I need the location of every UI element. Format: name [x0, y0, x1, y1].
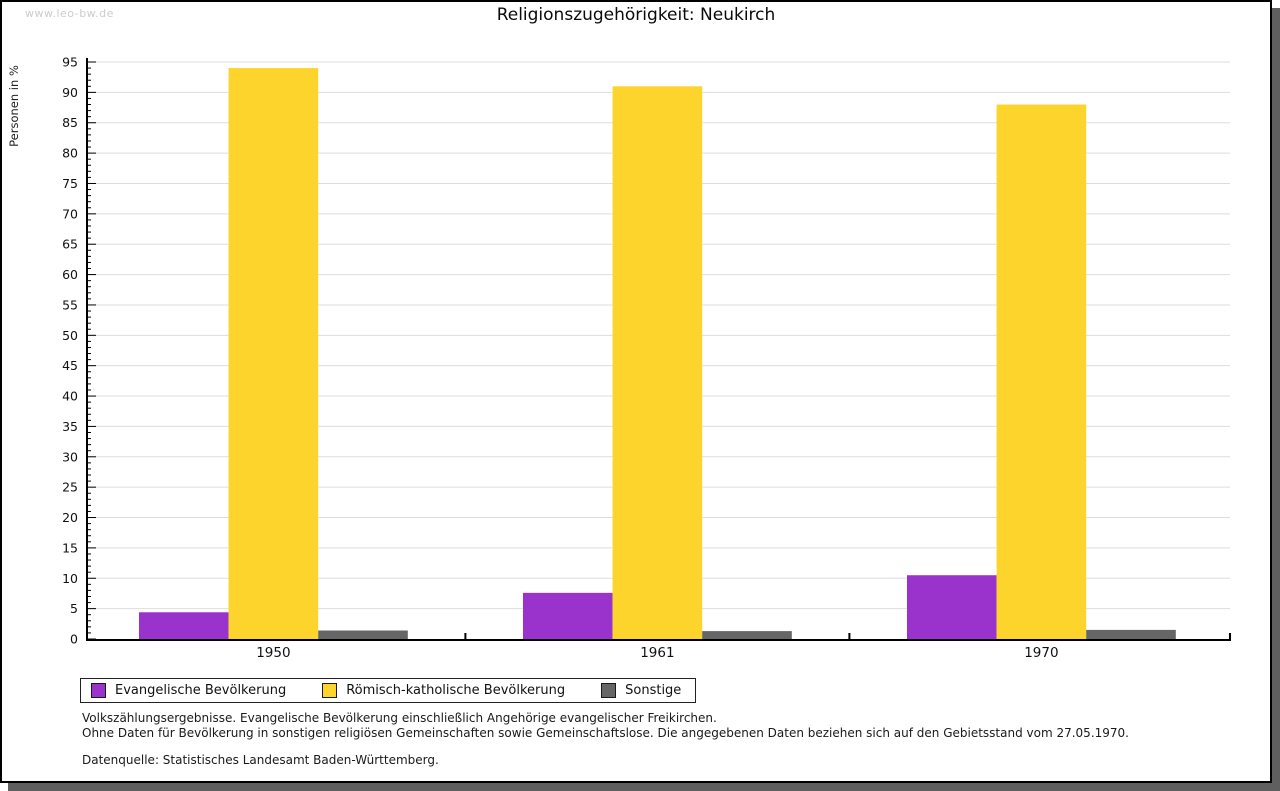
bar-1961-series2	[702, 631, 792, 639]
footnote-spacer	[82, 741, 1129, 753]
footnote-source: Datenquelle: Statistisches Landesamt Bad…	[82, 753, 439, 767]
y-tick-label: 35	[62, 419, 78, 434]
y-tick-label: 45	[62, 358, 78, 373]
chart-legend: Evangelische Bevölkerung Römisch-katholis…	[80, 678, 697, 703]
legend-swatch-0	[91, 683, 106, 698]
y-tick-label: 10	[62, 571, 78, 586]
bar-1970-series1	[996, 104, 1087, 639]
footnote-line-1: Volkszählungsergebnisse. Evangelische Be…	[82, 711, 717, 725]
legend-swatch-1	[322, 683, 338, 698]
page-title: Religionszugehörigkeit: Neukirch	[496, 5, 776, 25]
y-tick-label: 0	[70, 632, 78, 647]
y-tick-label: 25	[62, 480, 78, 495]
legend-label-0: Evangelische Bevölkerung	[115, 683, 287, 698]
bar-1950-series0	[139, 612, 229, 639]
watermark-url: www.leo-bw.de	[25, 7, 114, 20]
y-tick-label: 15	[62, 540, 78, 555]
y-tick-label: 40	[62, 389, 78, 404]
bar-1970-series0	[907, 575, 997, 639]
y-tick-label: 95	[62, 55, 78, 70]
footnote-line-2: Ohne Daten für Bevölkerung in sonstigen …	[82, 726, 1129, 740]
y-tick-label: 50	[62, 328, 78, 343]
legend-item-2: Sonstige	[601, 683, 681, 698]
x-tick-label: 1950	[256, 645, 290, 661]
y-tick-label: 30	[62, 449, 78, 464]
bar-1961-series0	[523, 592, 613, 639]
y-tick-label: 5	[70, 601, 78, 616]
chart-canvas: 0 5 10 15 20 25 30 35 40 45 50 55 60 65 70 75 80 85 90 95 19…	[7, 55, 1231, 661]
y-tick-label: 60	[62, 267, 78, 282]
y-tick-label: 85	[62, 115, 78, 130]
y-tick-label: 70	[62, 206, 78, 221]
x-tick-label: 1961	[640, 645, 674, 661]
y-tick-label: 20	[62, 510, 78, 525]
legend-swatch-2	[601, 683, 617, 698]
x-tick-label: 1970	[1024, 645, 1058, 661]
legend-label-1: Römisch-katholische Bevölkerung	[346, 683, 566, 698]
bar-1970-series2	[1086, 629, 1176, 639]
bar-1950-series1	[228, 68, 319, 640]
legend-label-2: Sonstige	[625, 683, 682, 698]
chart-footnotes: Volkszählungsergebnisse. Evangelische Be…	[82, 711, 1129, 768]
y-tick-label: 75	[62, 176, 78, 191]
y-tick-label: 90	[62, 85, 78, 100]
bar-1961-series1	[612, 86, 703, 639]
y-tick-label: 65	[62, 237, 78, 252]
y-tick-label: 80	[62, 146, 78, 161]
y-tick-label: 55	[62, 297, 78, 312]
legend-item-1: Römisch-katholische Bevölkerung	[322, 683, 565, 698]
bar-1950-series2	[318, 630, 408, 639]
legend-item-0: Evangelische Bevölkerung	[91, 683, 286, 698]
y-axis-title: Personen in %	[7, 65, 21, 147]
